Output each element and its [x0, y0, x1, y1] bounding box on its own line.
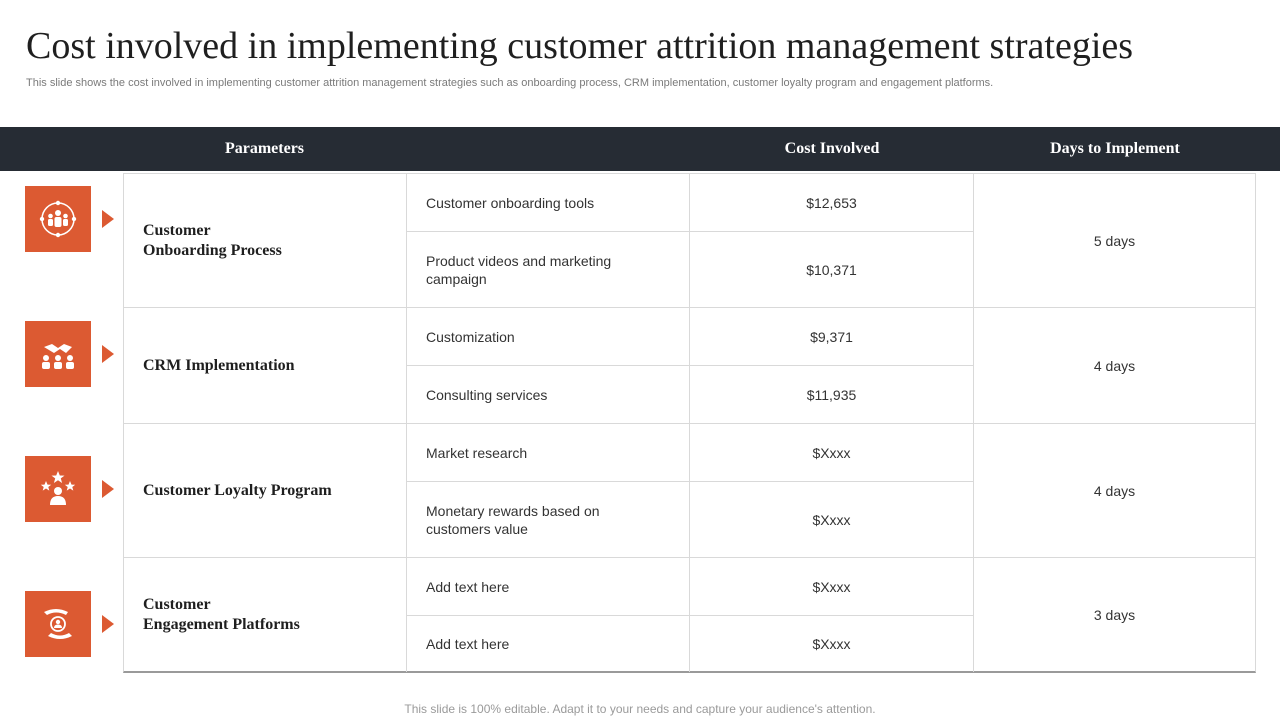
cost-table: Customer Onboarding Process Customer onb…	[123, 173, 1256, 673]
cost-value: $Xxxx	[690, 482, 974, 558]
star-customer-icon	[25, 456, 91, 522]
row-arrow-2	[102, 345, 114, 363]
page-title: Cost involved in implementing customer a…	[26, 22, 1133, 70]
table-row: CRM Implementation Customization $9,371 …	[124, 308, 1255, 424]
cost-value: $Xxxx	[690, 424, 974, 481]
cost-value: $10,371	[690, 232, 974, 308]
cost-item-label: Consulting services	[407, 366, 690, 424]
cost-item-label: Customization	[407, 308, 690, 365]
cost-value: $Xxxx	[690, 616, 974, 672]
sub-row: Consulting services $11,935	[407, 366, 974, 424]
sub-row: Customization $9,371	[407, 308, 974, 366]
table-header: Parameters Cost Involved Days to Impleme…	[0, 127, 1280, 171]
cost-item-label: Add text here	[407, 616, 690, 672]
hand-care-icon	[25, 591, 91, 657]
cost-item-label: Monetary rewards based on customers valu…	[407, 482, 690, 558]
table-row: Customer Engagement Platforms Add text h…	[124, 558, 1255, 672]
row-arrow-1	[102, 210, 114, 228]
sub-row: Monetary rewards based on customers valu…	[407, 482, 974, 558]
parameter-name: CRM Implementation	[124, 308, 407, 423]
parameter-name: Customer Onboarding Process	[124, 174, 407, 307]
header-cost: Cost Involved	[690, 127, 974, 171]
header-parameters: Parameters	[123, 127, 406, 171]
days-value: 5 days	[974, 174, 1255, 307]
header-days: Days to Implement	[974, 127, 1256, 171]
days-value: 4 days	[974, 424, 1255, 557]
footer-note: This slide is 100% editable. Adapt it to…	[0, 702, 1280, 716]
sub-row: Market research $Xxxx	[407, 424, 974, 482]
cost-item-label: Add text here	[407, 558, 690, 615]
handshake-icon	[25, 321, 91, 387]
cost-value: $12,653	[690, 174, 974, 231]
sub-row: Customer onboarding tools $12,653	[407, 174, 974, 232]
cost-value: $9,371	[690, 308, 974, 365]
cost-item-label: Product videos and marketing campaign	[407, 232, 690, 308]
sub-row: Product videos and marketing campaign $1…	[407, 232, 974, 308]
sub-row: Add text here $Xxxx	[407, 616, 974, 672]
days-value: 4 days	[974, 308, 1255, 423]
cost-item-label: Customer onboarding tools	[407, 174, 690, 231]
sub-row: Add text here $Xxxx	[407, 558, 974, 616]
parameter-name: Customer Loyalty Program	[124, 424, 407, 557]
row-arrow-3	[102, 480, 114, 498]
team-network-icon	[25, 186, 91, 252]
cost-value: $11,935	[690, 366, 974, 424]
cost-item-label: Market research	[407, 424, 690, 481]
parameter-name: Customer Engagement Platforms	[124, 558, 407, 672]
table-row: Customer Onboarding Process Customer onb…	[124, 174, 1255, 308]
row-arrow-4	[102, 615, 114, 633]
cost-value: $Xxxx	[690, 558, 974, 615]
days-value: 3 days	[974, 558, 1255, 672]
table-row: Customer Loyalty Program Market research…	[124, 424, 1255, 558]
page-subtitle: This slide shows the cost involved in im…	[26, 76, 993, 90]
